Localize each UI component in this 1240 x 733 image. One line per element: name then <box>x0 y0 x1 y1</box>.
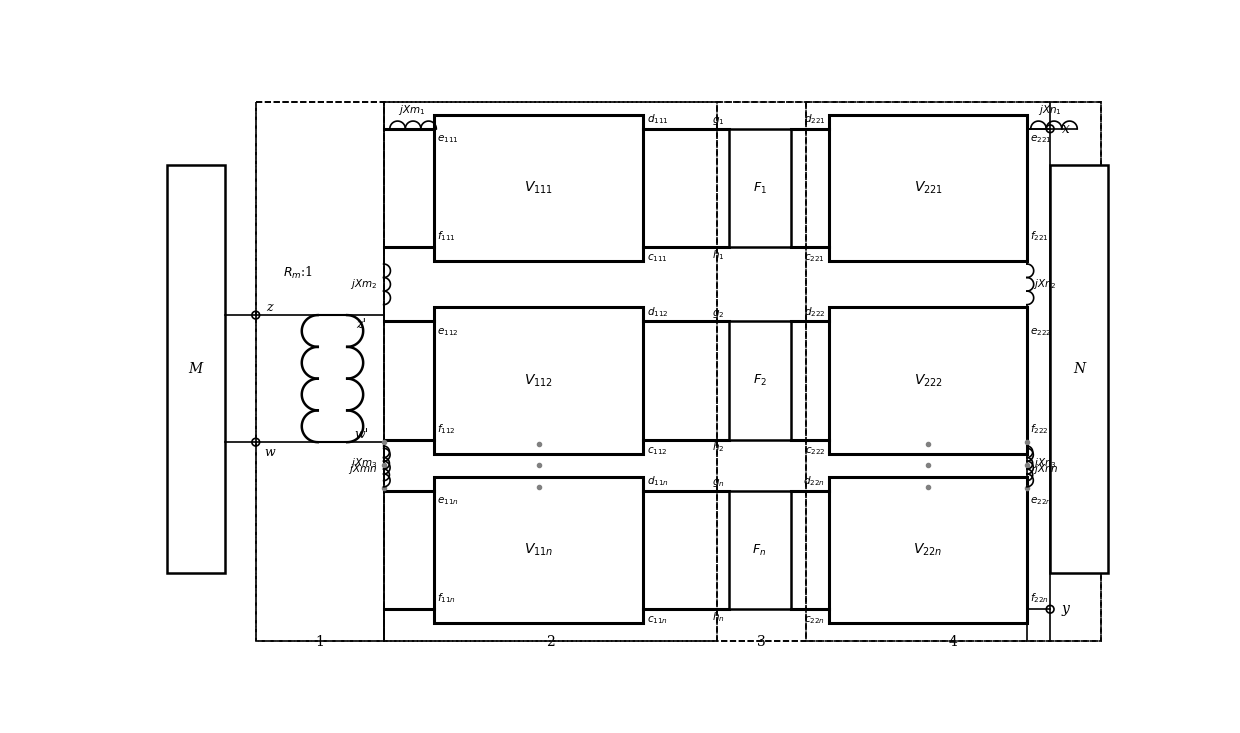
Text: $jXnn$: $jXnn$ <box>1033 463 1059 476</box>
Bar <box>729 321 791 440</box>
Text: $e_{112}$: $e_{112}$ <box>438 326 459 338</box>
Text: z: z <box>267 301 273 314</box>
Text: $f_{22n}$: $f_{22n}$ <box>1030 592 1049 605</box>
Text: $c_{111}$: $c_{111}$ <box>647 252 668 264</box>
Text: $V_{11n}$: $V_{11n}$ <box>525 542 553 558</box>
Text: $c_{112}$: $c_{112}$ <box>647 445 668 457</box>
Bar <box>1050 165 1109 573</box>
Bar <box>806 102 1101 641</box>
Text: $c_{222}$: $c_{222}$ <box>805 445 826 457</box>
Text: $V_{111}$: $V_{111}$ <box>525 180 553 196</box>
Text: $h_{1}$: $h_{1}$ <box>712 248 724 262</box>
Bar <box>255 102 383 641</box>
Text: $d_{111}$: $d_{111}$ <box>647 113 668 126</box>
Text: $jXn_1$: $jXn_1$ <box>1039 103 1063 117</box>
Text: $f_{111}$: $f_{111}$ <box>438 229 456 243</box>
Text: $F_{2}$: $F_{2}$ <box>753 373 766 388</box>
Bar <box>434 307 644 454</box>
Bar <box>729 129 791 247</box>
Text: $jXn_2$: $jXn_2$ <box>1033 277 1056 291</box>
Text: $V_{221}$: $V_{221}$ <box>914 180 942 196</box>
Bar <box>434 476 644 623</box>
Text: M: M <box>188 362 203 376</box>
Text: $e_{11n}$: $e_{11n}$ <box>438 496 459 507</box>
Text: $jXmn$: $jXmn$ <box>348 463 377 476</box>
Text: $h_{2}$: $h_{2}$ <box>712 441 724 454</box>
Text: $f_{222}$: $f_{222}$ <box>1030 422 1049 436</box>
Text: $V_{112}$: $V_{112}$ <box>525 372 553 388</box>
Text: $d_{112}$: $d_{112}$ <box>647 305 668 319</box>
Bar <box>830 115 1027 261</box>
Text: $jXm_2$: $jXm_2$ <box>351 277 377 291</box>
Text: $jXm_3$: $jXm_3$ <box>350 456 377 470</box>
Text: $g_{n}$: $g_{n}$ <box>712 477 724 489</box>
Text: $e_{111}$: $e_{111}$ <box>438 133 459 145</box>
Text: $c_{221}$: $c_{221}$ <box>805 252 826 264</box>
Text: $d_{22n}$: $d_{22n}$ <box>804 474 826 488</box>
Text: 3: 3 <box>758 636 766 649</box>
Text: $g_{1}$: $g_{1}$ <box>712 115 724 127</box>
Bar <box>830 307 1027 454</box>
Text: x: x <box>1061 122 1070 136</box>
Text: 1: 1 <box>316 636 325 649</box>
Text: w: w <box>264 446 275 460</box>
Text: $V_{22n}$: $V_{22n}$ <box>914 542 942 558</box>
Bar <box>434 115 644 261</box>
Text: $F_{n}$: $F_{n}$ <box>753 542 766 558</box>
Text: $c_{11n}$: $c_{11n}$ <box>647 614 668 626</box>
Text: z': z' <box>356 318 366 331</box>
Text: w': w' <box>355 428 368 441</box>
Text: $V_{222}$: $V_{222}$ <box>914 372 942 388</box>
Text: $f_{11n}$: $f_{11n}$ <box>438 592 456 605</box>
Bar <box>830 476 1027 623</box>
Text: $R_m$:1: $R_m$:1 <box>284 265 314 281</box>
Bar <box>717 102 806 641</box>
Text: $d_{222}$: $d_{222}$ <box>804 305 826 319</box>
Bar <box>729 490 791 609</box>
Text: $e_{22n}$: $e_{22n}$ <box>1030 496 1052 507</box>
Text: $g_{2}$: $g_{2}$ <box>712 308 724 320</box>
Text: $f_{112}$: $f_{112}$ <box>438 422 456 436</box>
Text: N: N <box>1073 362 1085 376</box>
Text: 4: 4 <box>949 636 957 649</box>
Bar <box>383 102 717 641</box>
Text: $h_{n}$: $h_{n}$ <box>712 610 724 624</box>
Bar <box>255 102 1101 641</box>
Text: $c_{22n}$: $c_{22n}$ <box>805 614 826 626</box>
Bar <box>166 165 224 573</box>
Text: $d_{221}$: $d_{221}$ <box>804 113 826 126</box>
Text: y: y <box>1061 603 1070 616</box>
Text: $jXm_1$: $jXm_1$ <box>398 103 425 117</box>
Text: 2: 2 <box>546 636 554 649</box>
Text: $e_{221}$: $e_{221}$ <box>1030 133 1052 145</box>
Text: $e_{222}$: $e_{222}$ <box>1030 326 1052 338</box>
Text: $d_{11n}$: $d_{11n}$ <box>647 474 670 488</box>
Text: $f_{221}$: $f_{221}$ <box>1030 229 1049 243</box>
Text: $F_{1}$: $F_{1}$ <box>753 180 766 196</box>
Text: $jXn_3$: $jXn_3$ <box>1033 456 1056 470</box>
